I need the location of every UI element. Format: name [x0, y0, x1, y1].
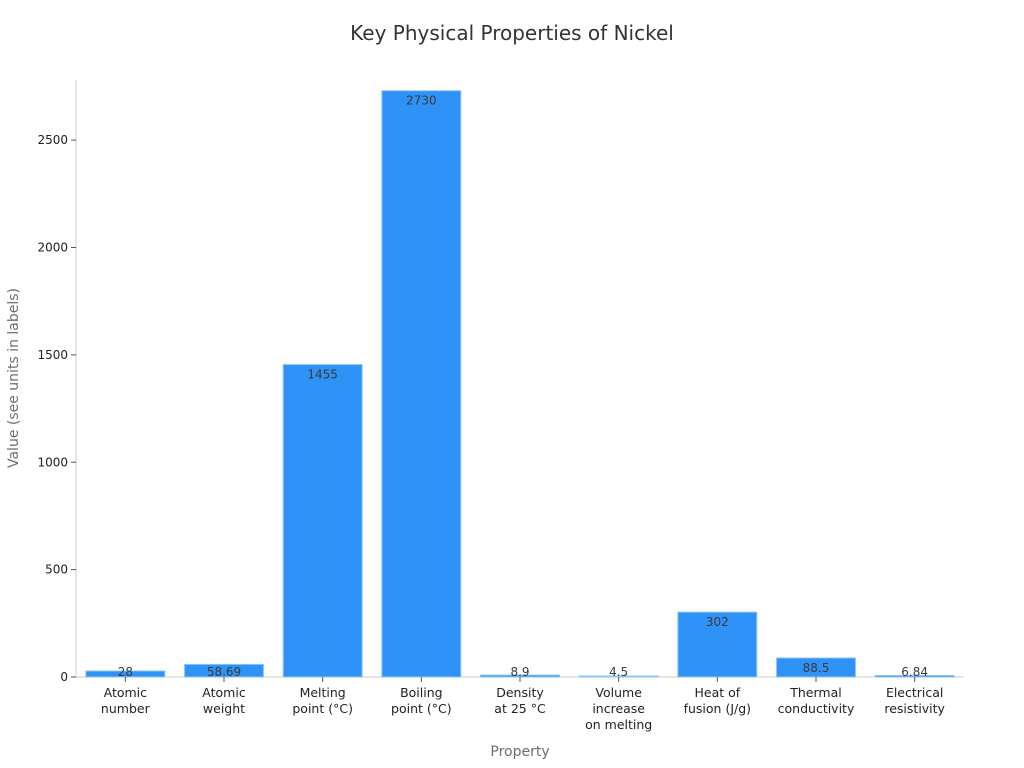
x-tick-label: Density [496, 685, 544, 700]
bar-data-label: 58.69 [207, 665, 241, 679]
bar-data-label: 28 [118, 665, 133, 679]
y-axis-ticks: 0 500 1000 1500 2000 2500 [37, 133, 76, 684]
y-tick-label: 0 [60, 670, 68, 684]
x-tick-label: Atomic [202, 685, 246, 700]
x-tick-label: Melting [300, 685, 346, 700]
y-tick-label: 2500 [37, 133, 68, 147]
x-tick-label: Heat of [694, 685, 740, 700]
chart-title: Key Physical Properties of Nickel [350, 21, 674, 45]
y-tick-label: 1000 [37, 455, 68, 469]
bar-data-label: 302 [706, 615, 729, 629]
y-tick-label: 2000 [37, 241, 68, 255]
x-tick-label: Thermal [789, 685, 841, 700]
x-tick-label: number [101, 701, 151, 716]
y-axis-title: Value (see units in labels) [6, 288, 22, 468]
x-tick-label: fusion (J/g) [684, 701, 751, 716]
x-tick-label: at 25 °C [494, 701, 546, 716]
y-tick-label: 1500 [37, 348, 68, 362]
bar [381, 90, 462, 678]
bars-group: 28 58.69 1455 2730 8.9 4.5 302 88.5 6.84 [85, 90, 955, 679]
x-tick-label: point (°C) [391, 701, 452, 716]
y-tick-label: 500 [45, 563, 68, 577]
x-tick-label: Boiling [400, 685, 443, 700]
x-tick-label: weight [203, 701, 245, 716]
x-tick-label: resistivity [884, 701, 945, 716]
x-tick-label: on melting [585, 717, 652, 732]
x-tick-label: Volume [595, 685, 642, 700]
x-tick-label: Atomic [104, 685, 148, 700]
bar [282, 364, 363, 678]
x-tick-label: Electrical [886, 685, 943, 700]
bar-data-label: 2730 [406, 94, 437, 108]
x-tick-label: conductivity [778, 701, 855, 716]
x-axis-title: Property [490, 744, 549, 760]
bar-data-label: 88.5 [803, 661, 830, 675]
bar-data-label: 8.9 [510, 665, 529, 679]
x-tick-label: increase [592, 701, 645, 716]
bar-data-label: 1455 [307, 368, 338, 382]
x-tick-label: point (°C) [292, 701, 353, 716]
bar-data-label: 6.84 [901, 665, 928, 679]
bar-data-label: 4.5 [609, 665, 628, 679]
